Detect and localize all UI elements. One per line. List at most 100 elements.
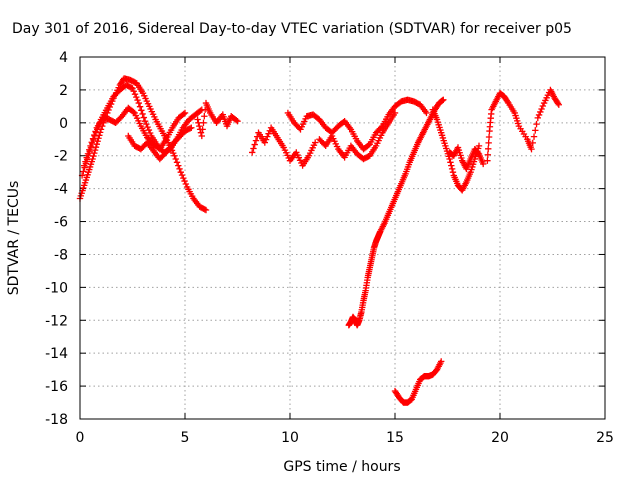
plot-frame <box>79 56 606 420</box>
data-point <box>484 157 491 164</box>
data-point <box>439 97 446 104</box>
data-point <box>484 151 492 158</box>
data-point <box>480 160 487 168</box>
data-point <box>391 109 399 117</box>
data-point <box>91 146 99 154</box>
x-tick-label: 20 <box>491 430 509 446</box>
data-point <box>140 114 148 121</box>
y-tick-label: -18 <box>45 412 68 428</box>
data-point <box>145 126 153 134</box>
data-point <box>173 159 181 166</box>
data-point <box>136 103 144 110</box>
y-tick-label: -14 <box>45 346 68 362</box>
data-point <box>251 141 258 148</box>
x-tick-label: 25 <box>596 430 614 446</box>
data-point <box>130 108 137 116</box>
y-tick-label: -8 <box>54 247 68 263</box>
data-point <box>181 109 189 117</box>
y-tick-label: 4 <box>59 50 68 66</box>
data-point <box>448 165 456 173</box>
data-point <box>128 84 135 91</box>
series-t4 <box>125 124 195 163</box>
data-point <box>447 159 454 166</box>
data-point <box>504 98 511 105</box>
series-t9 <box>345 96 447 329</box>
data-point <box>130 88 137 95</box>
data-point <box>144 123 151 131</box>
data-point <box>200 119 207 127</box>
series-t10 <box>391 358 445 406</box>
data-point <box>83 154 90 161</box>
data-point <box>538 105 545 113</box>
data-point <box>262 136 270 143</box>
data-point <box>133 93 140 101</box>
data-point <box>312 139 319 146</box>
data-point <box>91 149 98 157</box>
data-point <box>261 139 268 146</box>
y-tick-label: 2 <box>59 83 68 99</box>
data-point <box>176 165 183 173</box>
x-tick-label: 15 <box>386 430 404 446</box>
series-t7 <box>284 96 430 153</box>
series-t5 <box>194 99 241 140</box>
data-point <box>171 152 178 159</box>
y-tick-label: -16 <box>45 379 68 395</box>
data-point <box>131 90 139 98</box>
data-point <box>95 135 102 142</box>
chart-title: Day 301 of 2016, Sidereal Day-to-day VTE… <box>12 21 572 37</box>
data-point <box>201 206 208 213</box>
data-point <box>440 96 447 103</box>
series-t13 <box>484 86 562 164</box>
data-point <box>92 143 100 151</box>
data-point <box>84 150 92 157</box>
data-points <box>76 75 562 406</box>
data-point <box>199 126 206 133</box>
data-point <box>178 171 186 179</box>
data-point <box>80 168 87 175</box>
data-point <box>265 130 272 137</box>
data-point <box>92 128 99 135</box>
series-t12 <box>446 144 487 173</box>
data-point <box>135 99 142 107</box>
x-tick-label: 0 <box>76 430 85 446</box>
data-point <box>534 114 541 122</box>
data-point <box>530 133 538 140</box>
data-point <box>91 131 98 139</box>
data-point <box>182 180 190 188</box>
data-point <box>485 133 493 141</box>
data-point <box>485 145 492 153</box>
data-point <box>198 132 205 140</box>
data-point <box>143 120 150 128</box>
series-t3 <box>81 104 189 169</box>
data-point <box>172 155 179 163</box>
data-point <box>146 129 154 137</box>
data-point <box>475 142 483 150</box>
data-point <box>194 116 201 123</box>
data-point <box>537 108 544 116</box>
series-t8 <box>316 109 399 163</box>
y-tick-label: -12 <box>45 313 68 329</box>
data-point <box>186 125 194 132</box>
data-point <box>529 139 536 147</box>
data-point <box>438 358 445 365</box>
data-point <box>554 100 562 107</box>
data-point <box>485 139 492 147</box>
data-point <box>250 145 257 152</box>
data-point <box>448 162 455 169</box>
data-point <box>86 146 93 154</box>
data-point <box>264 133 271 140</box>
x-tick-label: 10 <box>281 430 299 446</box>
data-point <box>233 116 240 124</box>
data-point <box>180 110 187 118</box>
data-point <box>87 142 94 150</box>
data-point <box>201 113 208 120</box>
data-point <box>234 117 241 125</box>
data-point <box>139 110 146 118</box>
x-tick-label: 5 <box>181 430 190 446</box>
data-point <box>202 206 210 214</box>
data-point <box>197 129 205 136</box>
data-point <box>177 168 184 176</box>
y-tick-label: -4 <box>54 182 68 198</box>
data-point <box>134 96 141 104</box>
